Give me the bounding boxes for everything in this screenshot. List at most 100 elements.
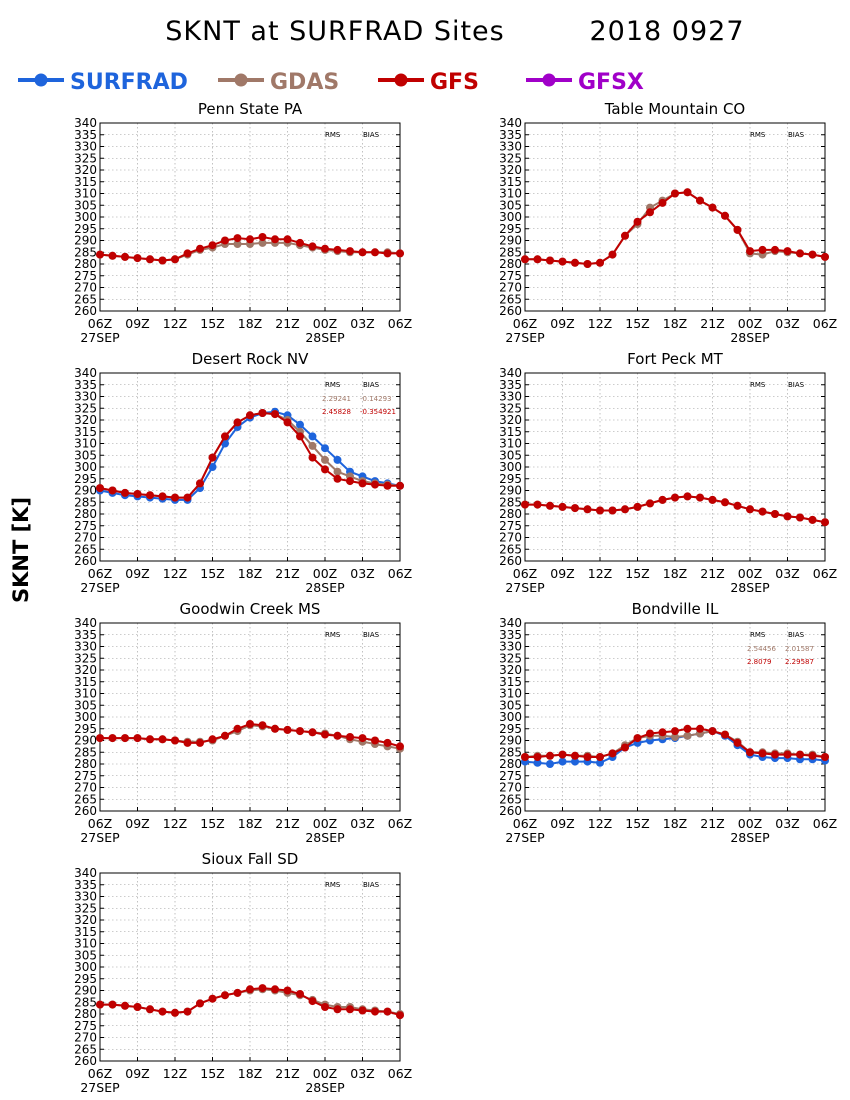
data-point [283,725,292,734]
data-point [158,735,167,744]
y-tick-label: 325 [74,401,97,415]
y-tick-label: 290 [499,234,522,248]
data-point [771,245,779,254]
legend-label: GDAS [270,70,339,95]
data-point [758,245,767,254]
y-tick-label: 270 [499,281,522,295]
stat-rms-gfs: 2.45828 [322,408,351,416]
data-point [183,1007,192,1016]
y-tick-label: 310 [499,687,522,701]
y-tick-label: 340 [499,616,522,630]
y-tick-label: 290 [74,484,97,498]
y-tick-label: 285 [499,245,522,259]
data-point [146,1005,154,1014]
y-tick-label: 310 [74,687,97,701]
data-point [308,242,317,251]
x-tick-label: 09Z [125,1066,149,1081]
y-tick-label: 335 [499,128,522,142]
series-gfs [521,724,829,761]
plot-frame [99,872,401,1062]
y-tick-label: 340 [74,866,97,880]
data-point [658,198,667,207]
y-tick-label: 265 [74,542,97,556]
data-point [558,257,567,266]
series-gfs [96,409,404,502]
data-point [133,1003,142,1011]
data-point [608,749,617,758]
data-point [346,733,354,741]
data-point [533,758,542,767]
panel-title: Bondville IL [632,600,719,618]
x-tick-label: 06Z [88,816,112,831]
y-tick-label: 270 [499,531,522,545]
y-tick-label: 315 [499,175,522,189]
x-tick-label: 18Z [238,816,262,831]
y-tick-label: 300 [74,710,97,724]
x-tick-label: 03Z [350,316,374,331]
legend-label: GFS [430,70,479,95]
y-tick-label: 300 [499,460,522,474]
data-point [221,991,229,1000]
y-tick-label: 315 [74,925,97,939]
data-point [821,753,829,761]
data-point [171,255,179,264]
data-point [246,411,254,420]
data-point [646,499,654,508]
data-point [233,234,242,243]
data-point [321,465,329,474]
series-gfs [96,984,404,1020]
y-tick-label: 280 [499,257,522,271]
data-point [333,467,342,476]
data-point [571,258,579,267]
x-tick-label: 21Z [275,566,299,581]
data-point [208,735,217,744]
y-tick-label: 275 [74,519,97,533]
data-point [283,235,292,244]
data-point [158,1007,167,1016]
data-point [646,729,654,738]
data-point [183,738,192,747]
x-tick-label: 21Z [275,316,299,331]
x-tick-label: 06Z [513,316,537,331]
data-point [746,505,754,514]
x-tick-label: 12Z [163,1066,187,1081]
x-tick-label: 21Z [275,816,299,831]
data-point [708,727,717,736]
data-point [258,721,267,730]
y-tick-label: 330 [499,640,522,654]
x-tick-label: 21Z [700,316,724,331]
data-point [171,736,179,745]
data-point [308,441,317,450]
data-point [158,256,167,265]
x-date-label: 28SEP [305,330,345,345]
x-tick-label: 09Z [125,816,149,831]
data-point [696,724,704,733]
x-tick-label: 21Z [275,1066,299,1081]
data-point [183,493,192,502]
stat-rms-gdas: 2.29241 [322,395,351,403]
data-point [333,731,342,740]
data-point [258,409,267,417]
data-point [208,453,217,462]
data-point [358,248,367,257]
y-tick-label: 280 [74,257,97,271]
data-point [333,245,342,254]
data-point [233,418,242,427]
data-point [183,249,192,258]
y-tick-label: 260 [74,304,97,318]
data-point [296,432,304,441]
y-tick-label: 260 [499,304,522,318]
data-point [396,1011,404,1020]
x-tick-label: 09Z [125,566,149,581]
data-point [108,251,117,260]
data-point [233,724,242,733]
data-point [258,984,267,993]
data-point [671,727,679,736]
stat-bias-gdas: -0.14293 [360,395,391,403]
y-tick-label: 280 [74,507,97,521]
data-point [746,748,754,757]
y-axis-label: SKNT [K] [9,497,33,603]
x-tick-label: 00Z [738,816,762,831]
legend: SURFRAD GDAS GFS GFSX [18,70,644,95]
data-point [558,757,567,766]
